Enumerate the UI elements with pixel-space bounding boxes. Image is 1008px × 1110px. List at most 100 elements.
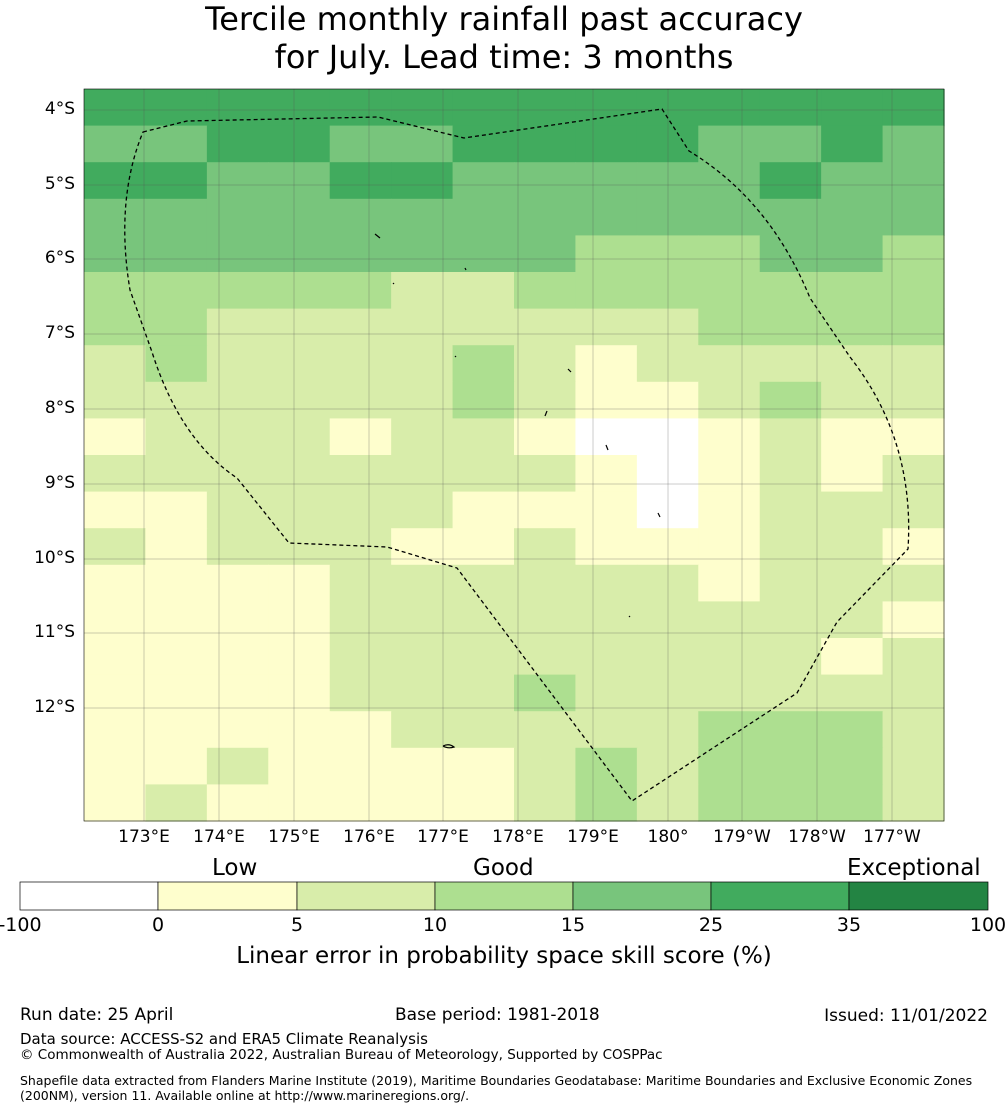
eez-boundary [124, 108, 910, 802]
grid-cell [391, 381, 454, 419]
longitude-label: 177°E [417, 827, 469, 847]
grid-cell [452, 747, 515, 785]
grid-cell [759, 528, 822, 566]
grid-cell [514, 747, 577, 785]
grid-cell [759, 235, 822, 273]
grid-cell [329, 198, 392, 236]
latitude-label: 7°S [44, 323, 75, 343]
grid-cell [575, 345, 638, 383]
grid-cell [698, 674, 761, 712]
grid-cell [329, 235, 392, 273]
grid-cell [84, 528, 147, 566]
grid-cell [391, 89, 454, 127]
grid-cell [698, 528, 761, 566]
grid-cell [882, 418, 945, 456]
island [464, 267, 467, 271]
grid-cell [759, 455, 822, 493]
grid-cell [759, 784, 822, 822]
island [454, 355, 457, 358]
grid-cell [329, 491, 392, 529]
longitude-label: 178°W [788, 827, 846, 847]
shapefile-credit: Shapefile data extracted from Flanders M… [20, 1073, 973, 1103]
grid-cell [206, 601, 269, 639]
grid-cell [821, 674, 884, 712]
grid-cell [575, 638, 638, 676]
grid-cell [84, 272, 147, 310]
grid-cell [145, 784, 208, 822]
grid-cell [575, 125, 638, 163]
colorbar-tick-label: 15 [560, 914, 586, 936]
grid-cell [391, 784, 454, 822]
grid-cell [268, 125, 331, 163]
grid-cell [821, 198, 884, 236]
grid-cell [145, 308, 208, 346]
grid-cell [391, 308, 454, 346]
colorbar-segment [848, 881, 989, 911]
grid-cell [145, 564, 208, 602]
colorbar-segment [710, 881, 850, 911]
grid-cell [268, 89, 331, 127]
longitude-label: 177°W [863, 827, 921, 847]
data-source: Data source: ACCESS-S2 and ERA5 Climate … [20, 1030, 428, 1048]
grid-cell [882, 674, 945, 712]
grid-cell [698, 564, 761, 602]
grid-cell [882, 638, 945, 676]
latitude-label: 6°S [44, 248, 75, 268]
grid-cell [821, 491, 884, 529]
grid-cell [575, 455, 638, 493]
grid-cell [882, 308, 945, 346]
grid-cell [206, 747, 269, 785]
grid-cell [84, 747, 147, 785]
grid-cell [84, 89, 147, 127]
grid-cell [759, 345, 822, 383]
grid-cell [575, 784, 638, 822]
colorbar-tick-label: 35 [836, 914, 862, 936]
grid-cell [698, 235, 761, 273]
island [567, 368, 572, 373]
copyright: © Commonwealth of Australia 2022, Austra… [20, 1047, 663, 1063]
grid-cell [821, 747, 884, 785]
grid-cell [698, 272, 761, 310]
grid-cell [575, 162, 638, 200]
grid-cell [698, 491, 761, 529]
grid-cell [84, 162, 147, 200]
grid-cell [882, 162, 945, 200]
grid-cell [329, 601, 392, 639]
grid-cell [391, 418, 454, 456]
longitude-label: 176°E [343, 827, 395, 847]
longitude-label: 175°E [268, 827, 320, 847]
grid-cell [698, 198, 761, 236]
grid-cell [452, 125, 515, 163]
grid-cell [698, 308, 761, 346]
grid-cell [206, 235, 269, 273]
grid-cell [759, 198, 822, 236]
grid-cell [268, 674, 331, 712]
grid-cell [329, 455, 392, 493]
grid-cell [882, 564, 945, 602]
grid-cell [575, 381, 638, 419]
grid-cell [206, 564, 269, 602]
grid-cell [206, 528, 269, 566]
grid-cell [452, 711, 515, 749]
grid-cell [268, 638, 331, 676]
colorbar [19, 881, 989, 911]
grid-cell [514, 308, 577, 346]
islands [374, 233, 661, 749]
grid-cell [84, 674, 147, 712]
grid-cell [821, 564, 884, 602]
grid-cell [268, 381, 331, 419]
grid-cell [268, 528, 331, 566]
grid-cell [882, 125, 945, 163]
grid-cell [514, 491, 577, 529]
grid-cell [821, 528, 884, 566]
grid-cell [268, 455, 331, 493]
grid-cell [145, 89, 208, 127]
longitude-label: 174°E [193, 827, 245, 847]
grid-cell [268, 747, 331, 785]
grid-cell [514, 198, 577, 236]
grid-cell [391, 747, 454, 785]
grid-cell [391, 162, 454, 200]
grid-cell [391, 491, 454, 529]
colorbar-segment [434, 881, 574, 911]
